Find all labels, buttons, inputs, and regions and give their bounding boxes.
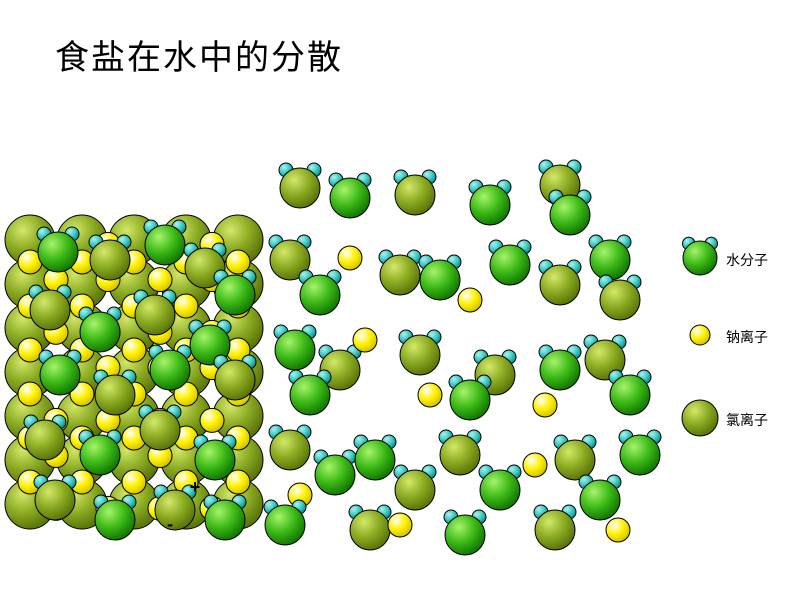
sodium-ion-icon [458,288,482,312]
water-molecule-icon [150,350,190,390]
water-molecule-icon [265,505,305,545]
sodium-ion-icon [200,408,224,432]
water-molecule-icon [590,240,630,280]
sodium-ion-icon [18,338,42,362]
charge-glyph: + [190,477,201,497]
charge-glyph: - [167,514,173,534]
water-molecule-icon [480,470,520,510]
chloride-ion-icon [682,400,718,436]
water-molecule-icon [470,185,510,225]
water-molecule-icon [290,375,330,415]
water-molecule-icon [540,265,580,305]
water-molecule-icon [330,178,370,218]
water-molecule-icon [95,500,135,540]
legend-label-sodium: 钠离子 [726,327,768,347]
water-molecule-icon [35,480,75,520]
sodium-ion-icon [148,268,172,292]
water-molecule-icon [80,435,120,475]
water-molecule-icon [450,380,490,420]
water-molecule-icon [610,375,650,415]
sodium-ion-icon [18,382,42,406]
water-molecule-icon [135,295,175,335]
water-molecule-icon [315,455,355,495]
sodium-ion-icon [606,518,630,542]
sodium-ion-icon [690,325,710,345]
legend-icons [682,237,718,436]
water-molecule-icon [395,470,435,510]
water-molecule-icon [270,430,310,470]
water-molecule-icon [540,350,580,390]
water-molecule-icon [600,280,640,320]
water-molecule-icon [195,440,235,480]
sodium-ion-icon [353,328,377,352]
dispersed-particles [264,160,661,555]
water-molecule-icon [30,290,70,330]
water-molecule-icon [535,510,575,550]
water-molecule-icon [215,360,255,400]
legend-label-water: 水分子 [726,250,768,270]
water-molecule-icon [300,275,340,315]
water-molecule-icon [25,420,65,460]
water-molecule-icon [490,245,530,285]
water-molecule-icon [395,175,435,215]
water-molecule-icon [215,275,255,315]
water-molecule-icon [38,232,78,272]
water-molecule-icon [445,515,485,555]
water-molecule-icon [280,168,320,208]
water-molecule-icon [620,435,660,475]
sodium-ion-icon [388,513,412,537]
water-molecule-icon [80,312,120,352]
sodium-ion-icon [338,246,362,270]
water-molecule-icon [40,355,80,395]
water-molecule-icon [440,435,480,475]
sodium-ion-icon [418,383,442,407]
sodium-ion-icon [533,393,557,417]
water-molecule-icon [140,410,180,450]
water-molecule-icon [550,195,590,235]
sodium-ion-icon [523,453,547,477]
sodium-ion-icon [174,294,198,318]
water-molecule-icon [95,375,135,415]
water-molecule-icon [380,255,420,295]
water-molecule-icon [555,440,595,480]
legend-label-chloride: 氯离子 [726,410,768,430]
water-molecule-icon [580,480,620,520]
water-molecule-icon [400,335,440,375]
water-molecule-icon [275,330,315,370]
legend-water-icon [683,241,717,275]
diagram-canvas: +- [0,0,794,596]
water-molecule-icon [90,240,130,280]
water-molecule-icon [355,440,395,480]
water-molecule-icon [350,510,390,550]
crystal-lattice [5,215,263,540]
sodium-ion-icon [122,338,146,362]
water-molecule-icon [205,500,245,540]
water-molecule-icon [420,260,460,300]
sodium-ion-icon [122,470,146,494]
water-molecule-icon [145,225,185,265]
